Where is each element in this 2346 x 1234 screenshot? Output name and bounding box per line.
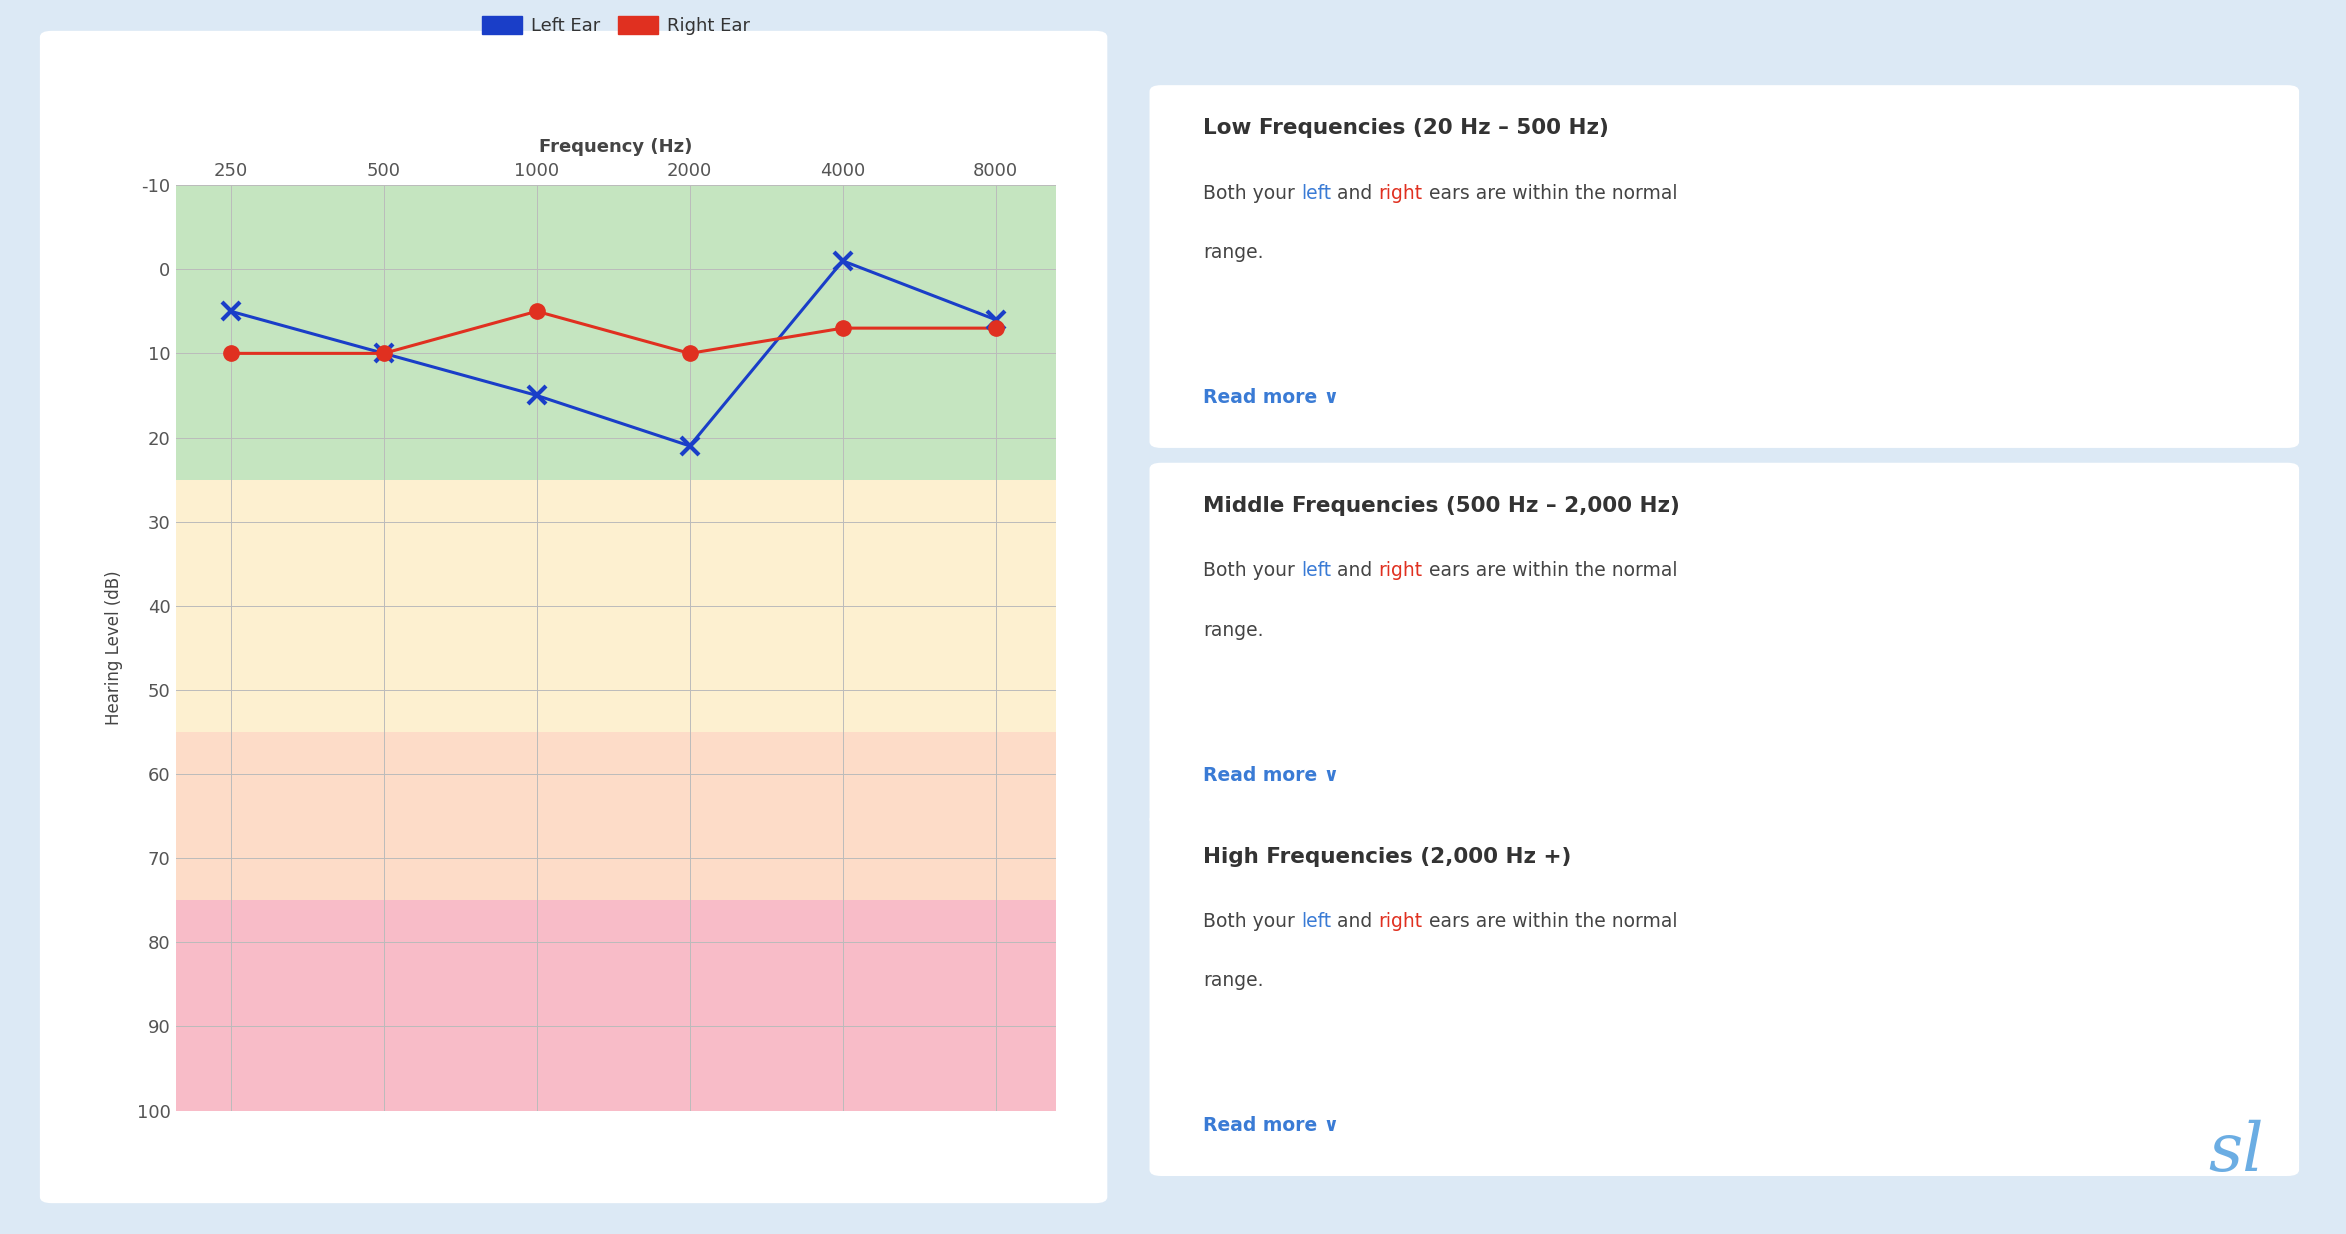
- Text: left: left: [1302, 912, 1333, 930]
- Legend: Left Ear, Right Ear: Left Ear, Right Ear: [474, 9, 758, 42]
- Text: range.: range.: [1203, 621, 1264, 639]
- Text: left: left: [1302, 561, 1333, 580]
- Bar: [176, 185, 1056, 480]
- Text: and: and: [1333, 561, 1379, 580]
- Text: right: right: [1379, 561, 1424, 580]
- Bar: [176, 732, 1056, 901]
- Text: Read more ∨: Read more ∨: [1203, 389, 1340, 407]
- Text: and: and: [1333, 912, 1379, 930]
- Text: right: right: [1379, 184, 1424, 202]
- Text: left: left: [1302, 184, 1333, 202]
- Y-axis label: Hearing Level (dB): Hearing Level (dB): [106, 570, 122, 726]
- Text: ears are within the normal: ears are within the normal: [1424, 912, 1677, 930]
- Text: Middle Frequencies (500 Hz – 2,000 Hz): Middle Frequencies (500 Hz – 2,000 Hz): [1203, 496, 1680, 516]
- Text: and: and: [1333, 184, 1379, 202]
- Text: Both your: Both your: [1203, 561, 1302, 580]
- Text: right: right: [1379, 912, 1424, 930]
- Bar: [176, 901, 1056, 1111]
- Text: ears are within the normal: ears are within the normal: [1424, 184, 1677, 202]
- Text: High Frequencies (2,000 Hz +): High Frequencies (2,000 Hz +): [1203, 847, 1572, 866]
- X-axis label: Frequency (Hz): Frequency (Hz): [540, 138, 692, 155]
- Text: Read more ∨: Read more ∨: [1203, 1117, 1340, 1135]
- Text: Low Frequencies (20 Hz – 500 Hz): Low Frequencies (20 Hz – 500 Hz): [1203, 118, 1609, 138]
- Text: range.: range.: [1203, 243, 1264, 262]
- Text: Read more ∨: Read more ∨: [1203, 766, 1340, 785]
- Bar: [176, 480, 1056, 732]
- Text: sl: sl: [2208, 1119, 2264, 1185]
- Text: ears are within the normal: ears are within the normal: [1424, 561, 1677, 580]
- Text: Both your: Both your: [1203, 912, 1302, 930]
- Text: range.: range.: [1203, 971, 1264, 990]
- Text: Both your: Both your: [1203, 184, 1302, 202]
